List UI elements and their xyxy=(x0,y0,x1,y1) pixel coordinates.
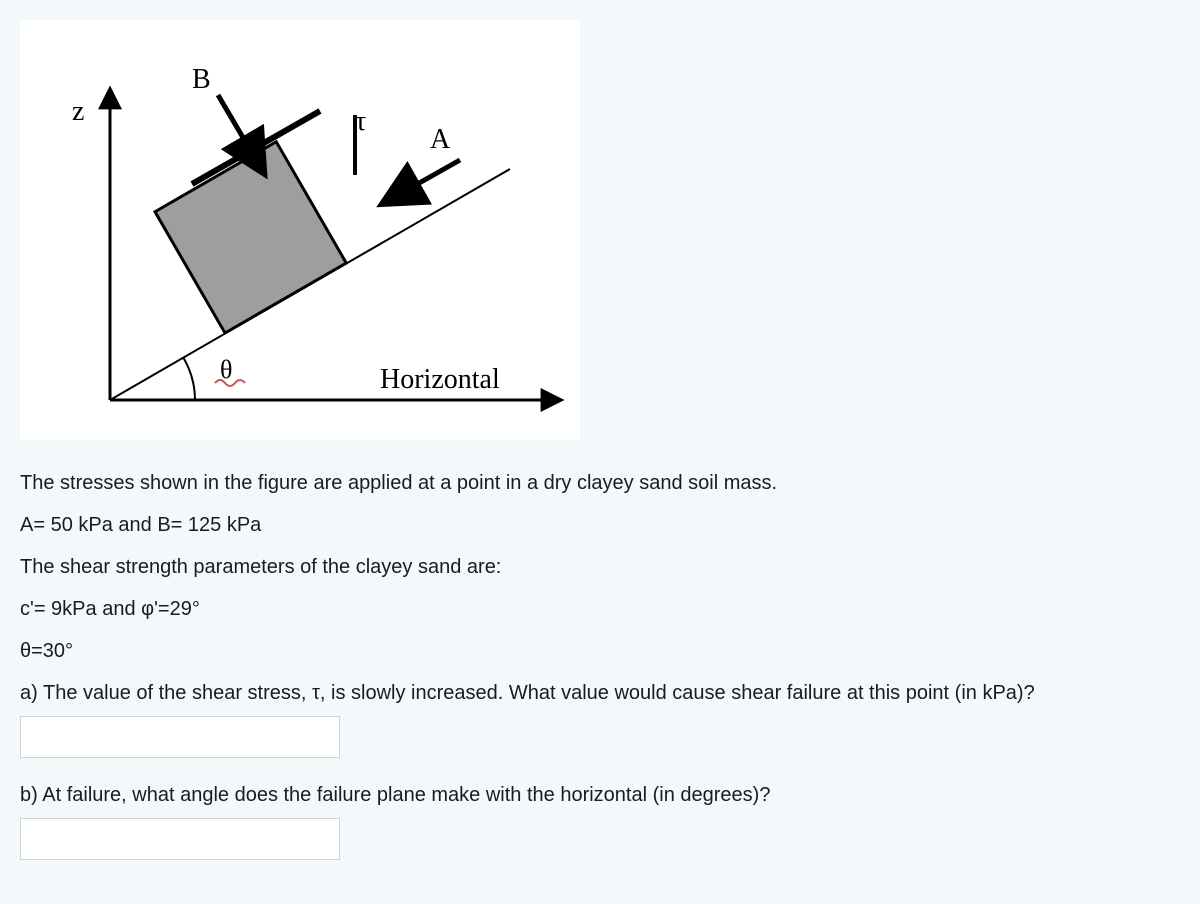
question-a: a) The value of the shear stress, τ, is … xyxy=(20,674,1180,712)
label-z: z xyxy=(72,96,84,127)
answer-a-input[interactable] xyxy=(20,716,340,758)
ab-values-line: A= 50 kPa and B= 125 kPa xyxy=(20,506,1180,544)
theta-arc xyxy=(183,357,195,400)
shear-params-intro: The shear strength parameters of the cla… xyxy=(20,548,1180,586)
intro-line: The stresses shown in the figure are app… xyxy=(20,464,1180,502)
label-theta: θ xyxy=(220,355,232,384)
label-B: B xyxy=(192,64,211,95)
stress-diagram-svg: z B τ A θ Horizontal xyxy=(20,20,580,440)
question-b: b) At failure, what angle does the failu… xyxy=(20,776,1180,814)
stress-A-arrow xyxy=(398,160,460,195)
theta-value-line: θ=30° xyxy=(20,632,1180,670)
label-tau: τ xyxy=(355,106,366,137)
shear-params-line: c'= 9kPa and φ'=29° xyxy=(20,590,1180,628)
label-A: A xyxy=(430,124,451,155)
soil-element xyxy=(155,142,346,333)
problem-text: The stresses shown in the figure are app… xyxy=(20,464,1180,860)
label-horizontal: Horizontal xyxy=(380,364,500,395)
answer-b-input[interactable] xyxy=(20,818,340,860)
stress-B-arrow xyxy=(218,95,255,158)
stress-diagram: z B τ A θ Horizontal xyxy=(20,20,580,440)
